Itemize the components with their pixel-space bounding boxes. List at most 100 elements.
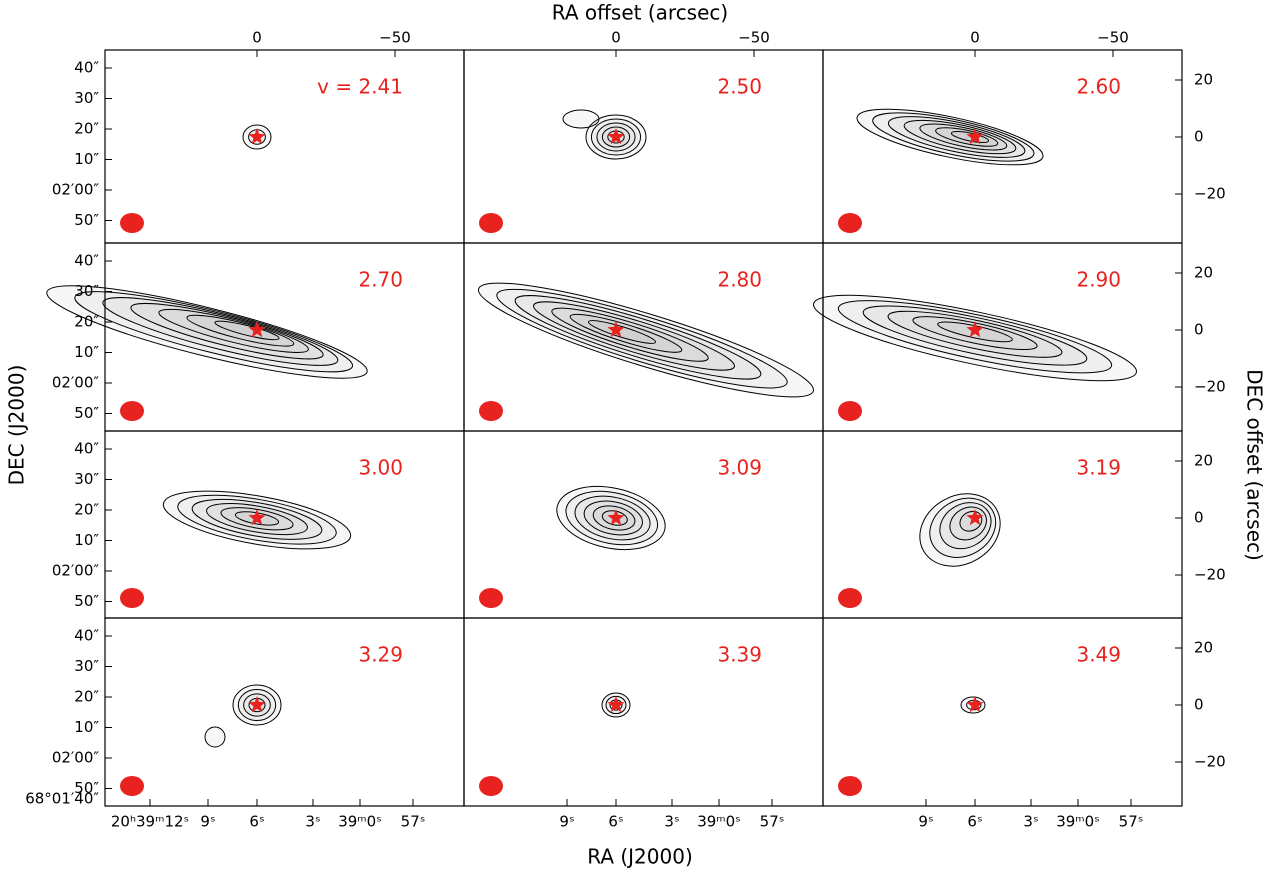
source-star bbox=[966, 696, 984, 713]
bottom-tick-label: 57ˢ bbox=[760, 813, 785, 831]
beam bbox=[479, 401, 503, 421]
bottom-tick-label: 9ˢ bbox=[918, 813, 933, 831]
velocity-label: 3.00 bbox=[358, 456, 403, 480]
velocity-label: 2.50 bbox=[717, 75, 762, 99]
left-tick-label: 02′00″ bbox=[52, 181, 100, 199]
left-tick-label: 20″ bbox=[74, 688, 99, 706]
panel-frame bbox=[822, 617, 1183, 807]
emission-shade bbox=[872, 112, 1035, 162]
emission-shade bbox=[514, 295, 762, 380]
emission-shade bbox=[204, 726, 226, 748]
top-tick-label: 0 bbox=[611, 29, 621, 47]
source-star bbox=[607, 696, 625, 713]
source-star bbox=[966, 128, 984, 145]
panel: 3.29 bbox=[104, 617, 465, 807]
left-tick-label: 50″ bbox=[74, 779, 99, 797]
panel: 2.50 bbox=[463, 49, 824, 244]
left-tick-label: 30″ bbox=[74, 657, 99, 675]
emission-shade bbox=[919, 123, 1008, 151]
source-star bbox=[248, 128, 266, 145]
panel-frame bbox=[104, 617, 465, 807]
bottom-tick-label: 57ˢ bbox=[1119, 813, 1144, 831]
right-tick-label: 20 bbox=[1194, 639, 1213, 657]
left-tick-label: 40″ bbox=[74, 440, 99, 458]
left-tick-label: 10″ bbox=[74, 718, 99, 736]
right-tick-label: 20 bbox=[1194, 264, 1213, 282]
beam bbox=[838, 213, 862, 233]
source-star bbox=[248, 321, 266, 338]
beam bbox=[479, 213, 503, 233]
source-star bbox=[607, 509, 625, 526]
beam bbox=[838, 776, 862, 796]
beam bbox=[120, 213, 144, 233]
left-tick-label: 10″ bbox=[74, 343, 99, 361]
left-axis-label: DEC (J2000) bbox=[5, 365, 29, 486]
velocity-label: 3.29 bbox=[358, 643, 403, 667]
velocity-label: 2.70 bbox=[358, 268, 403, 292]
velocity-label: 3.39 bbox=[717, 643, 762, 667]
left-tick-label: 50″ bbox=[74, 404, 99, 422]
right-tick-label: 0 bbox=[1194, 696, 1204, 714]
bottom-tick-label: 57ˢ bbox=[401, 813, 426, 831]
right-tick-label: 0 bbox=[1194, 321, 1204, 339]
bottom-tick-label: 3ˢ bbox=[305, 813, 320, 831]
panel: 2.80 bbox=[463, 242, 824, 432]
emission-shade bbox=[186, 314, 295, 347]
emission-shade bbox=[935, 127, 999, 147]
left-tick-label: 40″ bbox=[74, 59, 99, 77]
source-star bbox=[248, 696, 266, 713]
beam bbox=[479, 776, 503, 796]
beam bbox=[838, 401, 862, 421]
panel: 2.90 bbox=[813, 242, 1183, 432]
panel: 3.09 bbox=[463, 430, 824, 619]
right-tick-label: −20 bbox=[1194, 185, 1226, 203]
velocity-label: 3.49 bbox=[1076, 643, 1121, 667]
velocity-label: 2.90 bbox=[1076, 268, 1121, 292]
bottom-tick-label: 9ˢ bbox=[559, 813, 574, 831]
source-star bbox=[966, 509, 984, 526]
top-tick-label: 0 bbox=[252, 29, 262, 47]
velocity-label: 3.09 bbox=[717, 456, 762, 480]
top-axis-label: RA offset (arcsec) bbox=[552, 1, 728, 25]
velocity-label: v = 2.41 bbox=[317, 75, 403, 99]
panel: 3.49 bbox=[822, 617, 1183, 807]
emission-shade bbox=[856, 108, 1044, 166]
panel: 3.39 bbox=[463, 617, 824, 807]
right-axis-label: DEC offset (arcsec) bbox=[1243, 369, 1267, 561]
emission-shade bbox=[496, 288, 788, 389]
emission-shade bbox=[214, 320, 280, 341]
bottom-axis-label: RA (J2000) bbox=[587, 845, 693, 869]
right-tick-label: 20 bbox=[1194, 452, 1213, 470]
left-tick-label: 30″ bbox=[74, 89, 99, 107]
source-star bbox=[966, 321, 984, 338]
left-tick-label: 02′00″ bbox=[52, 749, 100, 767]
bottom-tick-label: 9ˢ bbox=[200, 813, 215, 831]
top-tick-label: 0 bbox=[970, 29, 980, 47]
emission-shade bbox=[158, 308, 309, 353]
left-tick-label: 40″ bbox=[74, 252, 99, 270]
panel-frame bbox=[104, 49, 465, 244]
emission-shade bbox=[587, 320, 657, 344]
beam bbox=[120, 588, 144, 608]
emission-shade bbox=[477, 282, 815, 398]
emission-shade bbox=[102, 297, 339, 366]
velocity-label: 3.19 bbox=[1076, 456, 1121, 480]
source-star bbox=[607, 321, 625, 338]
emission-shade bbox=[939, 502, 992, 550]
source-star bbox=[607, 128, 625, 145]
bottom-tick-label: 6ˢ bbox=[249, 813, 264, 831]
top-tick-label: −50 bbox=[738, 29, 770, 47]
left-tick-label: 40″ bbox=[74, 627, 99, 645]
left-tick-label: 20″ bbox=[74, 501, 99, 519]
left-tick-label: 30″ bbox=[74, 470, 99, 488]
beam bbox=[120, 401, 144, 421]
emission-shade bbox=[862, 305, 1088, 366]
emission-shade bbox=[551, 307, 709, 362]
top-tick-label: −50 bbox=[379, 29, 411, 47]
left-tick-label: 10″ bbox=[74, 531, 99, 549]
left-tick-label: 20″ bbox=[74, 313, 99, 331]
emission-shade bbox=[562, 109, 600, 129]
top-tick-label: −50 bbox=[1097, 29, 1129, 47]
left-tick-label: 20″ bbox=[74, 120, 99, 138]
